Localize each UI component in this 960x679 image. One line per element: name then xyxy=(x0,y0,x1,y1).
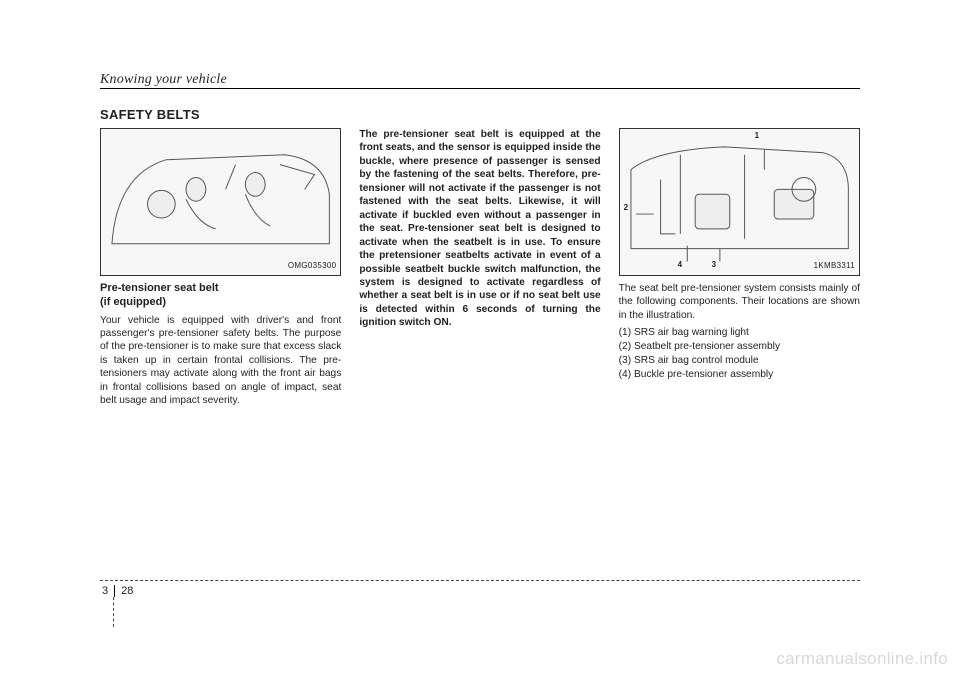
watermark: carmanualsonline.info xyxy=(776,649,948,669)
component-item-3: (3) SRS air bag control module xyxy=(619,354,860,368)
running-head: Knowing your vehicle xyxy=(100,72,860,88)
component-list: (1) SRS air bag warning light (2) Seatbe… xyxy=(619,326,860,381)
page-number: 3 28 xyxy=(100,585,133,597)
figure-2-sketch xyxy=(626,135,853,273)
callout-1: 1 xyxy=(755,131,759,142)
figure-2-label: 1KMB3311 xyxy=(814,261,855,272)
component-item-4: (4) Buckle pre-tensioner assembly xyxy=(619,368,860,382)
callout-2: 2 xyxy=(624,203,628,214)
column-1: OMG035300 Pre-tensioner seat belt (if eq… xyxy=(100,128,341,408)
callout-3: 3 xyxy=(712,260,716,271)
col1-subhead: Pre-tensioner seat belt (if equipped) xyxy=(100,282,341,310)
column-2: The pre-tensioner seat belt is equipped … xyxy=(359,128,600,408)
page-content: Knowing your vehicle SAFETY BELTS OMG035… xyxy=(100,72,860,408)
page-number-value: 28 xyxy=(115,585,133,597)
col1-subhead-line1: Pre-tensioner seat belt xyxy=(100,282,219,294)
figure-1-label: OMG035300 xyxy=(288,261,337,272)
col1-subhead-line2: (if equipped) xyxy=(100,296,166,308)
column-3: 1 2 3 4 1KMB3311 The seat belt pre-tensi… xyxy=(619,128,860,408)
component-item-1: (1) SRS air bag warning light xyxy=(619,326,860,340)
col3-intro: The seat belt pre-tensioner system consi… xyxy=(619,282,860,322)
figure-1-sketch xyxy=(107,135,334,273)
footer-tick xyxy=(113,597,114,627)
section-title: SAFETY BELTS xyxy=(100,107,860,122)
callout-4: 4 xyxy=(678,260,682,271)
footer-dash-rule xyxy=(100,580,860,581)
component-item-2: (2) Seatbelt pre-tensioner assembly xyxy=(619,340,860,354)
figure-1: OMG035300 xyxy=(100,128,341,276)
figure-2: 1 2 3 4 1KMB3311 xyxy=(619,128,860,276)
col2-bold: The pre-tensioner seat belt is equipped … xyxy=(359,128,600,330)
columns: OMG035300 Pre-tensioner seat belt (if eq… xyxy=(100,128,860,408)
chapter-number: 3 xyxy=(100,585,115,597)
header-rule xyxy=(100,88,860,89)
col1-body: Your vehicle is equipped with driver's a… xyxy=(100,314,341,408)
